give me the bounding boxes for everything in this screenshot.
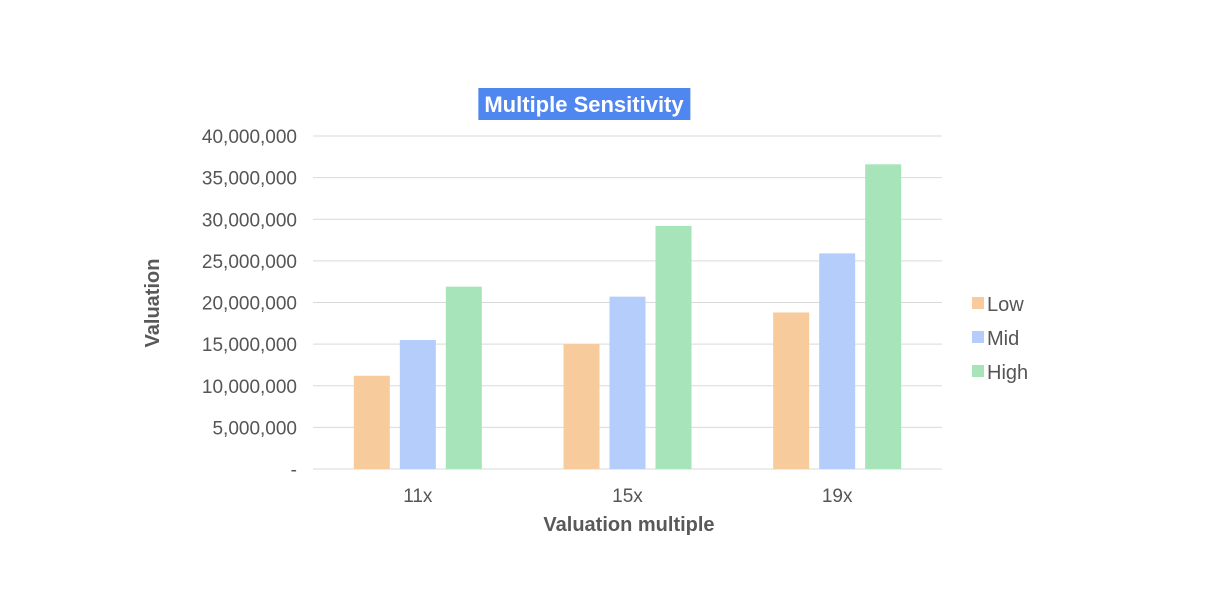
x-tick-label: 19x: [822, 486, 853, 507]
bar-high-15x: [655, 225, 692, 469]
y-tick-label: -: [291, 460, 297, 481]
y-tick-label: 40,000,000: [202, 127, 297, 148]
y-tick-label: 20,000,000: [202, 294, 297, 315]
y-tick-label: 10,000,000: [202, 377, 297, 398]
legend-swatch-mid: [972, 331, 984, 343]
y-tick-label: 30,000,000: [202, 210, 297, 231]
legend-label-high: High: [987, 362, 1028, 384]
y-tick-label: 35,000,000: [202, 169, 297, 190]
x-axis-ticks: 11x 15x 19x: [403, 486, 853, 507]
bar-mid-15x: [609, 296, 646, 469]
bar-low-11x: [353, 375, 390, 469]
bar-low-19x: [773, 312, 810, 469]
bar-mid-11x: [399, 339, 436, 469]
x-tick-label: 15x: [612, 486, 643, 507]
bar-mid-19x: [819, 253, 856, 469]
bar-low-15x: [563, 344, 600, 469]
legend-label-mid: Mid: [987, 328, 1019, 350]
y-axis-ticks: - 5,000,000 10,000,000 15,000,000 20,000,000…: [202, 127, 297, 481]
bars: [353, 164, 902, 469]
x-tick-label: 11x: [403, 486, 433, 507]
y-tick-label: 5,000,000: [212, 418, 297, 439]
chart-title: Multiple Sensitivity: [484, 92, 684, 117]
legend: Low Mid High: [972, 294, 1028, 384]
legend-label-low: Low: [987, 294, 1024, 316]
x-axis-title: Valuation multiple: [543, 514, 714, 536]
chart-title-background: [478, 88, 691, 120]
y-tick-label: 15,000,000: [202, 335, 297, 356]
bar-high-11x: [445, 286, 482, 469]
legend-swatch-low: [972, 297, 984, 309]
y-axis-title: Valuation: [142, 259, 164, 348]
bar-high-19x: [865, 164, 902, 469]
y-tick-label: 25,000,000: [202, 252, 297, 273]
legend-swatch-high: [972, 365, 984, 377]
